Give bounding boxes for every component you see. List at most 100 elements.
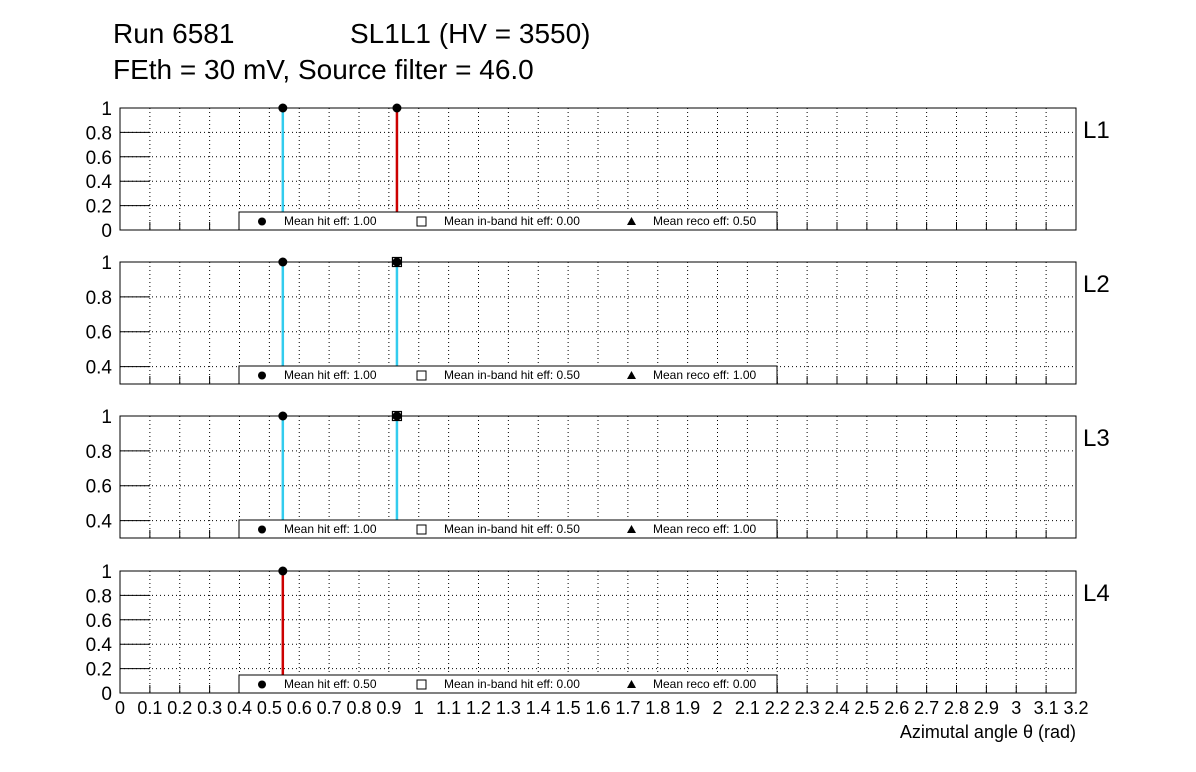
legend-entry: Mean in-band hit eff: 0.50 (444, 522, 580, 536)
reco-eff-marker (392, 258, 401, 265)
x-axis-label: Azimutal angle θ (rad) (900, 722, 1076, 742)
legend-hit-icon (258, 680, 266, 689)
legend-box (238, 674, 778, 694)
legend-entry: Mean in-band hit eff: 0.00 (444, 214, 580, 228)
x-tick-label: 3.2 (1063, 698, 1088, 718)
x-tick-label: 3 (1011, 698, 1021, 718)
hit-eff-marker (278, 103, 288, 113)
legend-entry: Mean in-band hit eff: 0.00 (444, 677, 580, 691)
inband-eff-marker (391, 410, 403, 422)
hit-eff-marker (278, 411, 288, 421)
x-tick-label: 2.3 (795, 698, 820, 718)
x-tick-label: 2.2 (765, 698, 790, 718)
x-tick-label: 1.4 (526, 698, 551, 718)
legend-hit-icon (258, 525, 266, 534)
x-tick-label: 0.2 (167, 698, 192, 718)
x-tick-label: 1.6 (585, 698, 610, 718)
y-tick-label: 0.6 (86, 148, 112, 169)
inband-eff-marker (391, 256, 403, 268)
x-tick-label: 1.9 (675, 698, 700, 718)
legend-entry: Mean reco eff: 0.00 (653, 677, 757, 691)
legend: Mean hit eff: 1.00 Mean in-band hit eff: … (238, 211, 778, 231)
legend-entry: Mean hit eff: 1.00 (284, 368, 377, 382)
y-tick-label: 0 (101, 221, 112, 242)
y-tick-label: 0.6 (86, 323, 112, 344)
subtitle: FEth = 30 mV, Source filter = 46.0 (113, 54, 534, 85)
panel-l1: 0 0.2 0.4 0.6 0.8 1 Mean hit eff: 1.00 Mean in-… (86, 99, 1110, 242)
x-tick-label: 2 (712, 698, 722, 718)
x-tick-label: 1.2 (466, 698, 491, 718)
legend-reco-icon (627, 217, 636, 225)
y-tick-label: 0 (101, 684, 112, 705)
legend-hit-icon (258, 371, 266, 380)
legend-box (238, 211, 778, 231)
y-tick-label: 1 (101, 253, 112, 274)
x-tick-label: 1.5 (556, 698, 581, 718)
x-tick-label: 1.7 (615, 698, 640, 718)
x-tick-label: 1.8 (645, 698, 670, 718)
title-run: Run 6581 (113, 18, 234, 49)
legend-entry: Mean hit eff: 0.50 (284, 677, 377, 691)
legend-inband-icon (416, 216, 427, 227)
legend: Mean hit eff: 0.50 Mean in-band hit eff: … (238, 674, 778, 694)
y-tick-label: 0.8 (86, 288, 112, 309)
x-tick-label: 2.6 (884, 698, 909, 718)
legend: Mean hit eff: 1.00 Mean in-band hit eff: … (238, 519, 778, 539)
legend-reco-icon (627, 525, 636, 533)
hit-eff-marker (278, 566, 288, 576)
legend-hit-icon (258, 217, 266, 226)
legend-entry: Mean hit eff: 1.00 (284, 522, 377, 536)
x-tick-label: 0.7 (317, 698, 342, 718)
x-tick-label: 3.1 (1034, 698, 1059, 718)
x-tick-label: 0.8 (346, 698, 371, 718)
hit-eff-marker (278, 257, 288, 267)
title-chamber: SL1L1 (HV = 3550) (350, 18, 591, 49)
x-tick-label: 0.1 (137, 698, 162, 718)
legend-box (238, 365, 778, 385)
y-tick-label: 0.4 (86, 635, 113, 656)
y-tick-label: 0.8 (86, 442, 112, 463)
panel-label: L3 (1083, 425, 1110, 452)
y-tick-label: 0.8 (86, 586, 112, 607)
y-tick-label: 0.6 (86, 611, 112, 632)
y-tick-label: 0.4 (86, 358, 113, 379)
legend-entry: Mean reco eff: 1.00 (653, 522, 757, 536)
x-tick-label: 0.5 (257, 698, 282, 718)
panel-l3: 0.4 0.6 0.8 1 Mean hit eff: 1.00 Mean in-band… (86, 407, 1110, 539)
legend: Mean hit eff: 1.00 Mean in-band hit eff: … (238, 365, 778, 385)
legend-inband-icon (416, 524, 427, 535)
legend-entry: Mean hit eff: 1.00 (284, 214, 377, 228)
x-tick-label: 2.1 (735, 698, 760, 718)
legend-entry: Mean reco eff: 0.50 (653, 214, 757, 228)
panel-l4: 0 0.2 0.4 0.6 0.8 1 Mean hit eff: 0.50 Mean in-… (86, 562, 1110, 705)
y-tick-label: 0.4 (86, 172, 113, 193)
legend-inband-icon (416, 370, 427, 381)
hit-eff-marker (392, 103, 402, 113)
x-tick-label: 0.3 (197, 698, 222, 718)
x-tick-label: 0.4 (227, 698, 252, 718)
panel-label: L2 (1083, 271, 1110, 298)
panel-label: L4 (1083, 580, 1110, 607)
y-tick-label: 0.2 (86, 197, 112, 218)
y-tick-label: 0.2 (86, 660, 112, 681)
x-tick-label: 2.8 (944, 698, 969, 718)
x-tick-label: 1.3 (496, 698, 521, 718)
x-tick-label: 2.4 (824, 698, 849, 718)
x-tick-label: 0.6 (287, 698, 312, 718)
x-tick-label: 2.7 (914, 698, 939, 718)
y-tick-label: 1 (101, 562, 112, 583)
legend-reco-icon (627, 371, 636, 379)
panel-l2: 0.4 0.6 0.8 1 Mean hit eff: 1.00 Mean in-band… (86, 253, 1110, 385)
x-tick-label: 2.5 (854, 698, 879, 718)
x-tick-label: 1 (414, 698, 424, 718)
x-tick-label: 0 (115, 698, 125, 718)
reco-eff-marker (392, 412, 401, 419)
legend-entry: Mean reco eff: 1.00 (653, 368, 757, 382)
legend-entry: Mean in-band hit eff: 0.50 (444, 368, 580, 382)
y-tick-label: 0.8 (86, 123, 112, 144)
panel-label: L1 (1083, 117, 1110, 144)
legend-box (238, 519, 778, 539)
x-tick-label: 0.9 (376, 698, 401, 718)
legend-reco-icon (627, 680, 636, 688)
